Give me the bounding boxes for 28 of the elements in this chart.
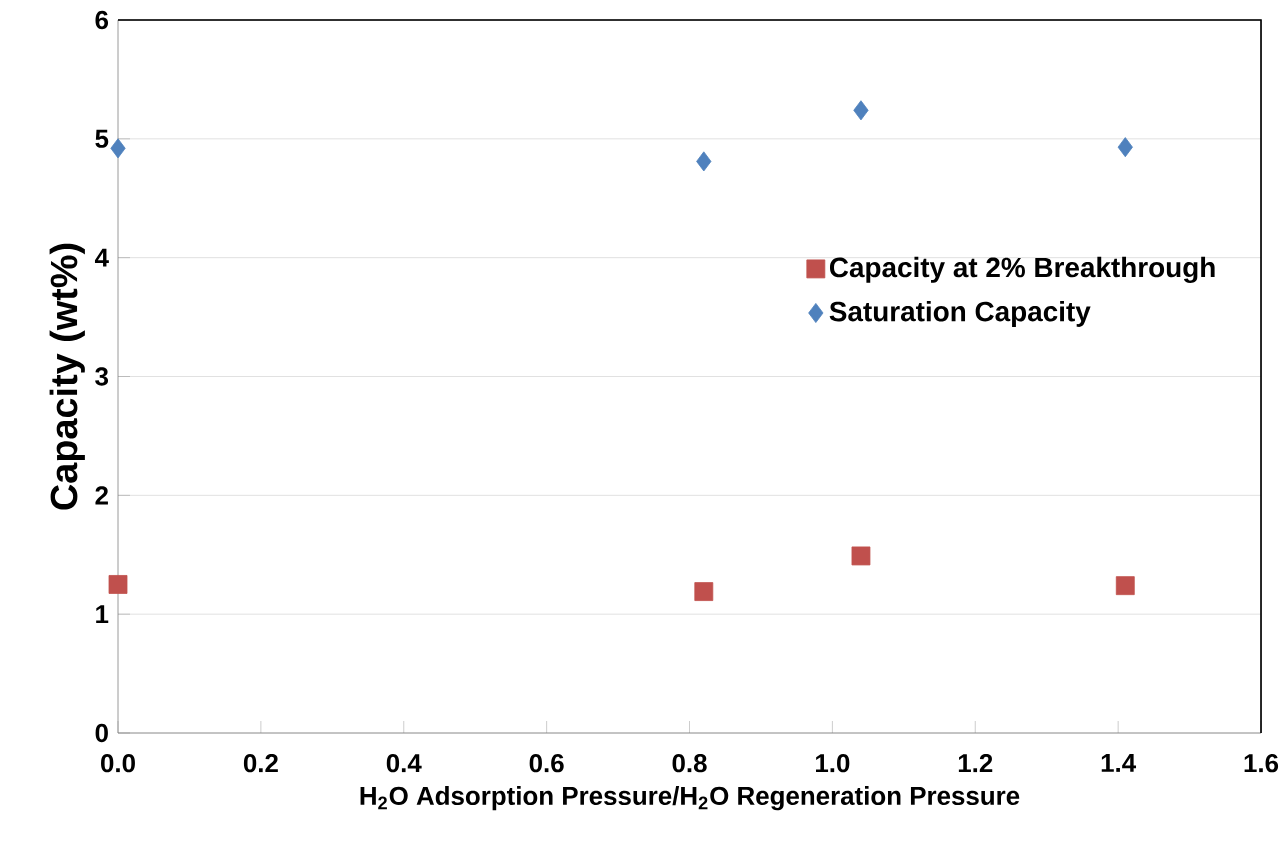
legend-label: Saturation Capacity <box>829 300 1091 327</box>
point <box>851 546 871 566</box>
point <box>110 138 126 159</box>
legend-label: Capacity at 2% Breakthrough <box>829 256 1215 283</box>
x-tick-label: 1.2 <box>958 754 993 773</box>
point <box>1115 576 1135 596</box>
point <box>694 582 714 601</box>
y-axis-title: Capacity (wt%) <box>49 243 85 510</box>
point <box>1117 137 1133 158</box>
point <box>853 100 869 121</box>
y-tick-label: 6 <box>95 10 109 30</box>
x-tick-label: 0.8 <box>672 754 707 773</box>
y-tick-label: 0 <box>95 723 108 743</box>
y-tick-label: 2 <box>95 486 108 505</box>
y-tick-label: 1 <box>96 605 109 624</box>
x-tick-label: 0.6 <box>529 754 564 773</box>
x-tick-label: 0.0 <box>101 754 135 773</box>
x-axis-title: H$_{2}$O Adsorption Pressure/H$_{2}$O Regeneration Pressure <box>360 786 1020 811</box>
x-tick-label: 1.6 <box>1244 754 1279 773</box>
y-tick-label: 4 <box>94 248 109 267</box>
x-tick-label: 1.0 <box>816 754 850 773</box>
x-tick-label: 0.4 <box>386 754 422 773</box>
point <box>108 575 128 594</box>
x-tick-label: 0.2 <box>243 754 278 773</box>
y-tick-label: 3 <box>95 367 109 386</box>
point <box>696 151 712 172</box>
y-tick-label: 5 <box>95 129 109 148</box>
x-tick-label: 1.4 <box>1101 754 1137 772</box>
